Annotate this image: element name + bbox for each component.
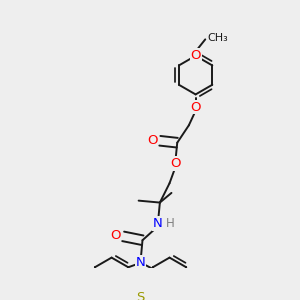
Text: S: S <box>136 291 145 300</box>
Text: N: N <box>136 256 146 269</box>
Text: O: O <box>110 229 121 242</box>
Text: O: O <box>190 49 201 62</box>
Text: N: N <box>153 217 163 230</box>
Text: H: H <box>166 217 175 230</box>
Text: O: O <box>147 134 158 147</box>
Text: O: O <box>170 157 181 170</box>
Text: CH₃: CH₃ <box>207 33 228 43</box>
Text: O: O <box>190 101 201 114</box>
